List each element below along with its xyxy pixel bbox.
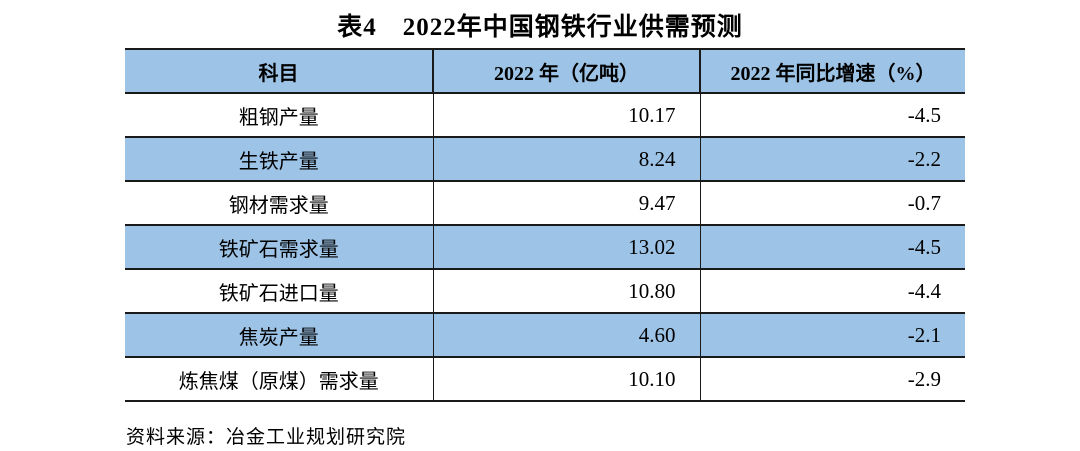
- header-volume-column: 2022 年（亿吨）: [432, 48, 700, 94]
- growth-cell: -4.4: [699, 269, 965, 314]
- item-cell: 粗钢产量: [125, 93, 433, 138]
- value-cell: 9.47: [432, 181, 700, 226]
- growth-cell: -2.2: [699, 137, 965, 182]
- growth-cell: -4.5: [699, 93, 965, 138]
- table-row: 钢材需求量 9.47 -0.7: [125, 181, 965, 226]
- item-cell: 焦炭产量: [125, 313, 433, 358]
- table-row: 生铁产量 8.24 -2.2: [125, 137, 965, 182]
- supply-demand-forecast-table: 科目 2022 年（亿吨） 2022 年同比增速（%） 粗钢产量 10.17 -…: [125, 48, 965, 402]
- header-growth-column: 2022 年同比增速（%）: [699, 48, 965, 94]
- table-row: 炼焦煤（原煤）需求量 10.10 -2.9: [125, 357, 965, 402]
- table-row: 铁矿石需求量 13.02 -4.5: [125, 225, 965, 270]
- source-note: 资料来源：冶金工业规划研究院: [126, 427, 407, 448]
- item-cell: 钢材需求量: [125, 181, 433, 226]
- table-row: 焦炭产量 4.60 -2.1: [125, 313, 965, 358]
- table-header-row: 科目 2022 年（亿吨） 2022 年同比增速（%）: [125, 48, 965, 94]
- value-cell: 10.10: [432, 357, 700, 402]
- value-cell: 13.02: [432, 225, 700, 270]
- growth-cell: -4.5: [699, 225, 965, 270]
- value-cell: 10.17: [432, 93, 700, 138]
- table-row: 粗钢产量 10.17 -4.5: [125, 93, 965, 138]
- item-cell: 铁矿石需求量: [125, 225, 433, 270]
- growth-cell: -2.9: [699, 357, 965, 402]
- value-cell: 10.80: [432, 269, 700, 314]
- item-cell: 炼焦煤（原煤）需求量: [125, 357, 433, 402]
- table-row: 铁矿石进口量 10.80 -4.4: [125, 269, 965, 314]
- growth-cell: -2.1: [699, 313, 965, 358]
- value-cell: 8.24: [432, 137, 700, 182]
- growth-cell: -0.7: [699, 181, 965, 226]
- value-cell: 4.60: [432, 313, 700, 358]
- table-title: 表4 2022年中国钢铁行业供需预测: [337, 14, 743, 41]
- header-item-column: 科目: [125, 48, 433, 94]
- item-cell: 铁矿石进口量: [125, 269, 433, 314]
- item-cell: 生铁产量: [125, 137, 433, 182]
